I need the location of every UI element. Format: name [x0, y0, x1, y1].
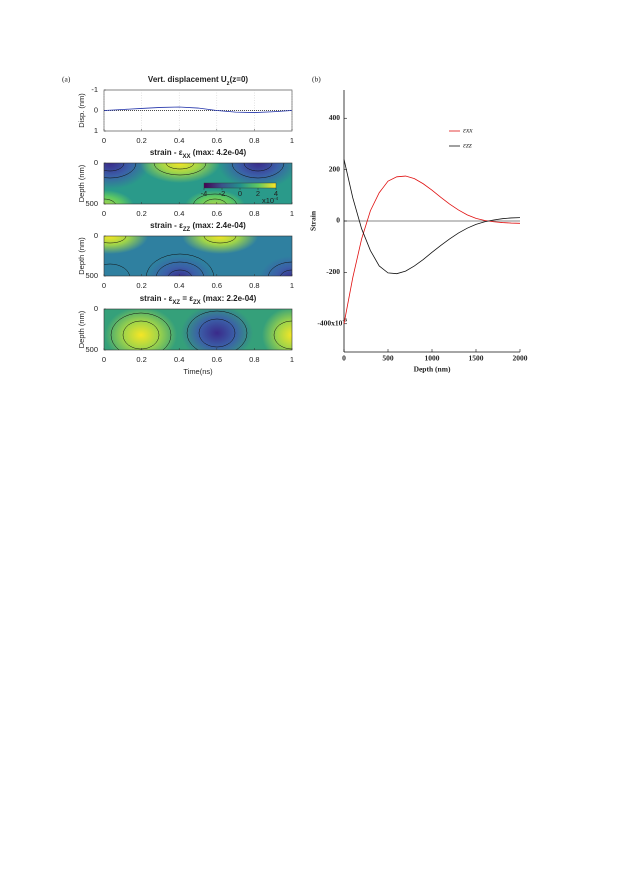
title-subscript: z [227, 81, 230, 87]
y-tick-label: 0 [94, 231, 98, 240]
y-tick-label: -1 [91, 85, 98, 94]
colorbar-tick-label: 4 [274, 189, 278, 198]
y-tick-label: 500 [85, 345, 98, 354]
y-tick-label: 1 [94, 126, 98, 135]
x-tick-label: 0.8 [249, 281, 259, 290]
x-tick-label: 0.4 [174, 209, 184, 218]
y-axis-label: Disp. (nm) [77, 93, 86, 128]
x-tick-label: 0.8 [249, 136, 259, 145]
data-line [343, 159, 521, 275]
title-subscript: XZ [172, 300, 180, 306]
colorbar-label-base: x10 [262, 196, 274, 205]
x-tick-label: 500 [382, 354, 394, 363]
title-text: Vert. displacement U [148, 75, 227, 84]
x-axis-label: Depth (nm) [414, 365, 451, 374]
axes-box [103, 162, 293, 205]
title-text: (max: 2.4e-04) [190, 221, 246, 230]
y-tick-label: 0 [94, 304, 98, 313]
x-tick-label: 1500 [469, 354, 484, 363]
x-tick-label: 1 [290, 209, 294, 218]
x-tick-label: 0.2 [136, 355, 146, 364]
title-text: strain - ε [150, 148, 183, 157]
panel-label: (b) [312, 75, 321, 84]
x-tick-label: 0 [102, 136, 106, 145]
x-tick-label: 1 [290, 355, 294, 364]
x-tick-label: 0.2 [136, 281, 146, 290]
data-line [343, 175, 521, 324]
x-tick-label: 0 [342, 354, 346, 363]
colorbar-tick-label: 2 [256, 189, 260, 198]
x-tick-label: 0.4 [174, 355, 184, 364]
y-tick-label: 0 [94, 105, 98, 114]
x-tick-label: 1 [290, 281, 294, 290]
colorbar-exponent: -4 [274, 196, 278, 201]
title-subscript: XX [183, 154, 191, 160]
x-tick-label: 0.8 [249, 355, 259, 364]
subplot-title: strain - εZZ (max: 2.4e-04) [150, 221, 246, 232]
x-tick-label: 0.6 [212, 355, 222, 364]
x-tick-label: 0.4 [174, 136, 184, 145]
y-tick-label: 0 [336, 216, 340, 225]
title-subscript: ZZ [183, 227, 191, 233]
colorbar-tick-label: -2 [219, 189, 226, 198]
legend-label: εzz [463, 141, 472, 150]
y-axis-label: Depth (nm) [77, 310, 86, 348]
y-axis-label: Strain [309, 210, 318, 231]
subplot-title: strain - εXZ = εZX (max: 2.2e-04) [140, 294, 257, 305]
x-tick-label: 0.4 [174, 281, 184, 290]
data-line [103, 106, 293, 113]
y-tick-label: 400 [329, 113, 341, 122]
title-text: strain - ε [150, 221, 183, 230]
title-text: strain - ε [140, 294, 173, 303]
title-text: (max: 4.2e-04) [191, 148, 247, 157]
x-tick-label: 0.6 [212, 281, 222, 290]
subplot-title: Vert. displacement Uz(z=0) [148, 75, 248, 86]
x-tick-label: 1 [290, 136, 294, 145]
y-axis-label: Depth (nm) [77, 164, 86, 202]
colorbar-tick-label: 0 [238, 189, 242, 198]
title-text: (max: 2.2e-04) [201, 294, 257, 303]
x-axis-label: Time(ns) [183, 367, 213, 376]
x-tick-label: 0 [102, 209, 106, 218]
axes-box [103, 235, 293, 277]
panel-label: (a) [62, 75, 71, 84]
colorbar-tick-label: -4 [201, 189, 208, 198]
title-text: (z=0) [230, 75, 249, 84]
y-tick-label: 0 [94, 158, 98, 167]
colorbar-label: x10-4 [262, 196, 279, 205]
x-tick-label: 0.2 [136, 209, 146, 218]
x-tick-label: 0.8 [249, 209, 259, 218]
y-tick-label: -200 [326, 267, 340, 276]
y-tick-label: 500 [85, 199, 98, 208]
colorbar [203, 182, 277, 189]
legend-label: εxx [463, 126, 473, 135]
y-tick-label-text: -400x10 [317, 318, 342, 327]
subplot-title: strain - εXX (max: 4.2e-04) [150, 148, 247, 159]
x-tick-label: 1000 [425, 354, 440, 363]
y-tick-label: 200 [329, 164, 341, 173]
axes-box [103, 308, 293, 351]
x-tick-label: 0.2 [136, 136, 146, 145]
y-tick-label: 500 [85, 271, 98, 280]
x-tick-label: 0.6 [212, 136, 222, 145]
contour-map [104, 236, 292, 276]
x-tick-label: 0.6 [212, 209, 222, 218]
x-tick-label: 0 [102, 281, 106, 290]
title-text: = ε [180, 294, 193, 303]
x-tick-label: 2000 [513, 354, 528, 363]
x-tick-label: 0 [102, 355, 106, 364]
title-subscript: ZX [193, 300, 201, 306]
y-tick-label: -400x10-6 [317, 318, 347, 327]
y-axis-label: Depth (nm) [77, 237, 86, 275]
contour-map [104, 309, 292, 350]
